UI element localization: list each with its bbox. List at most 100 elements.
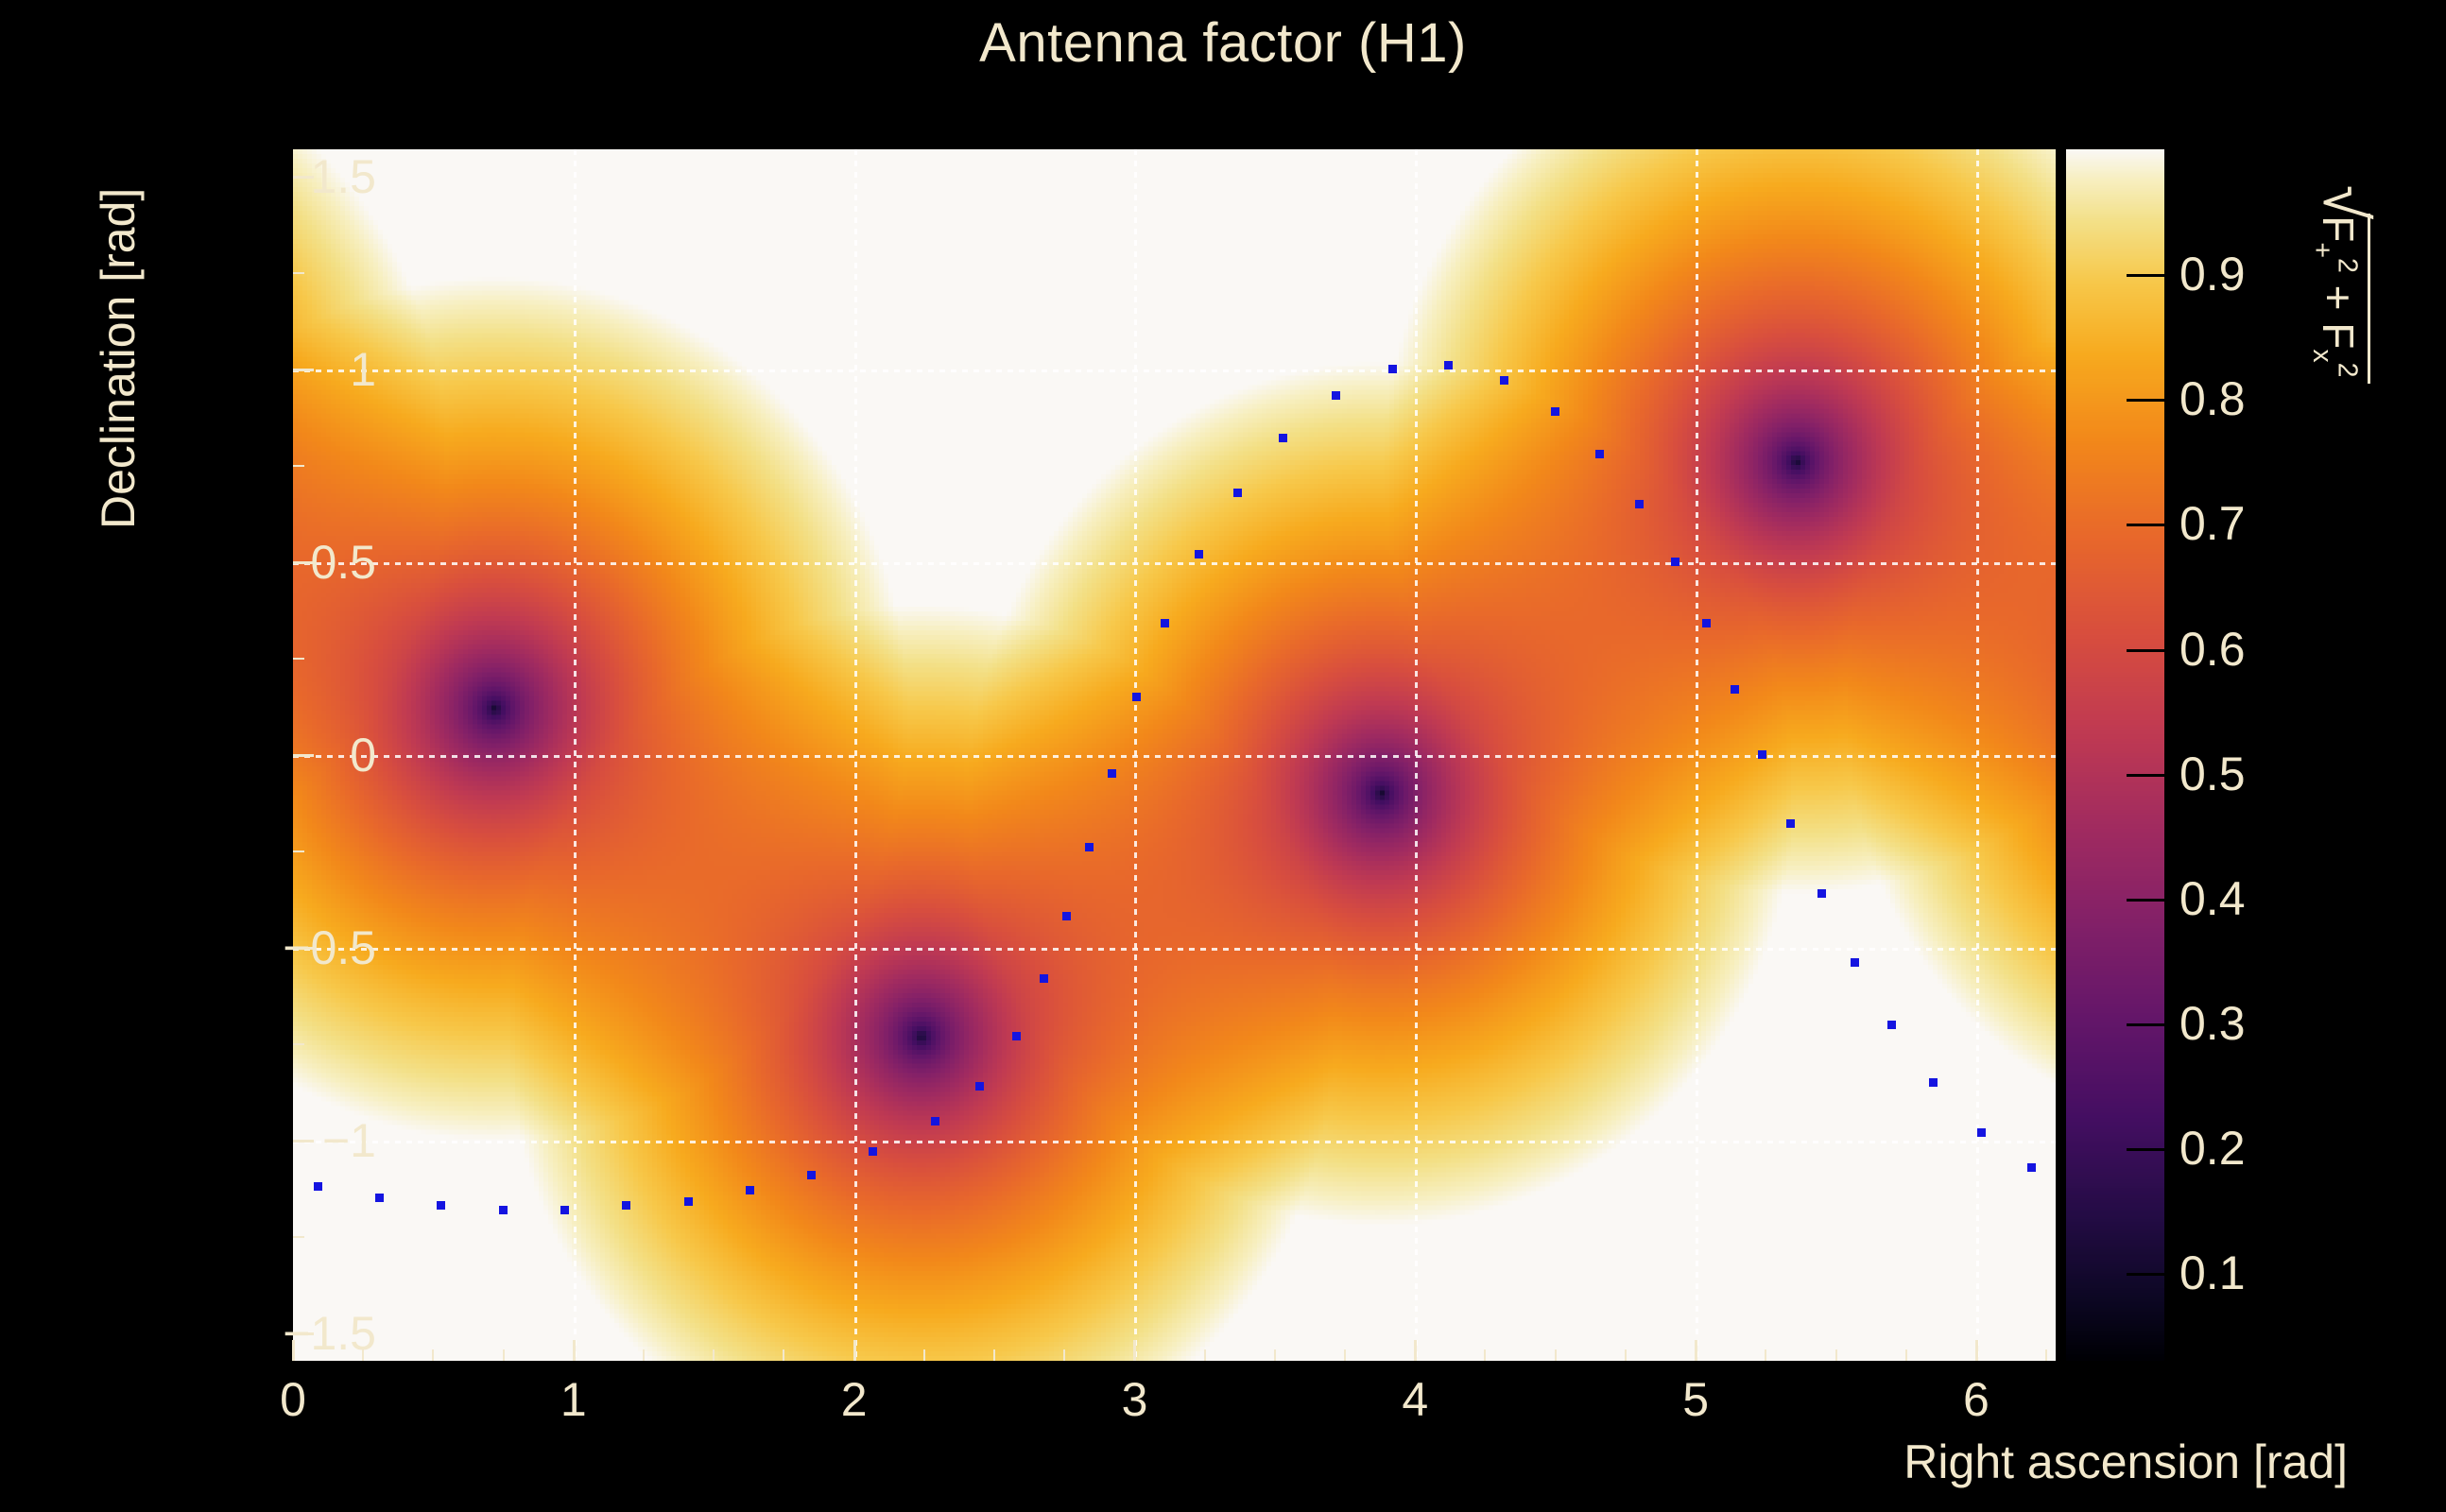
curve-point — [2027, 1162, 2037, 1172]
y-tick-label: 1.5 — [310, 149, 376, 203]
y-tick-label: −0.5 — [283, 921, 376, 975]
y-tick-minor — [293, 850, 304, 853]
y-tick-label: 0 — [350, 729, 376, 782]
curve-point — [1084, 842, 1094, 851]
curve-point — [1332, 391, 1341, 401]
x-tick-mark — [853, 1340, 856, 1361]
curve-point — [375, 1194, 384, 1203]
colorbar-tick-label: 0.7 — [2179, 497, 2246, 551]
curve-point — [975, 1081, 985, 1091]
curve-point — [807, 1170, 817, 1179]
x-tick-label: 5 — [1682, 1373, 1710, 1426]
curve-point — [1443, 360, 1453, 369]
colorbar-tick-mark — [2127, 399, 2164, 403]
page-title: Antenna factor (H1) — [979, 12, 1467, 74]
curve-point — [1730, 684, 1739, 694]
curve-point — [1595, 449, 1605, 458]
curve-point — [1634, 499, 1644, 508]
colorbar-title: √ F+2 + Fx2 — [2305, 185, 2381, 384]
x-tick-minor — [362, 1349, 365, 1361]
curve-point — [1886, 1020, 1896, 1029]
colorbar-tick-mark — [2127, 1023, 2164, 1027]
x-axis-label: Right ascension [rad] — [1903, 1435, 2348, 1488]
curve-point — [1107, 769, 1116, 779]
curve-point — [1161, 619, 1170, 628]
x-tick-mark — [572, 1340, 576, 1361]
y-tick-mark — [293, 560, 314, 564]
x-tick-minor — [1344, 1349, 1347, 1361]
colorbar-tick-label: 0.6 — [2179, 622, 2246, 676]
curve-point — [869, 1147, 878, 1157]
y-tick-minor — [293, 1236, 304, 1239]
curve-point — [1786, 819, 1796, 829]
x-tick-minor — [432, 1349, 435, 1361]
x-tick-minor — [1484, 1349, 1487, 1361]
x-tick-mark — [292, 1340, 295, 1361]
x-tick-label: 2 — [840, 1373, 868, 1426]
colorbar-tick-mark — [2127, 773, 2164, 777]
x-tick-minor — [922, 1349, 925, 1361]
x-tick-label: 1 — [560, 1373, 587, 1426]
colorbar — [2066, 149, 2164, 1361]
colorbar-tick-mark — [2127, 274, 2164, 278]
x-tick-minor — [1203, 1349, 1206, 1361]
x-tick-mark — [1414, 1340, 1418, 1361]
colorbar-tick-label: 0.4 — [2179, 871, 2246, 925]
y-tick-minor — [293, 1043, 304, 1046]
curve-point — [1929, 1077, 1938, 1087]
colorbar-tick-label: 0.2 — [2179, 1122, 2246, 1176]
curve-point — [1817, 888, 1826, 898]
curve-point — [1701, 619, 1711, 628]
x-tick-mark — [1974, 1340, 1978, 1361]
x-tick-label: 4 — [1402, 1373, 1429, 1426]
curve-point — [1758, 750, 1767, 759]
x-tick-minor — [713, 1349, 715, 1361]
x-tick-minor — [2045, 1349, 2048, 1361]
colorbar-tick-mark — [2127, 1273, 2164, 1277]
x-tick-minor — [1765, 1349, 1767, 1361]
curve-point — [1040, 973, 1049, 983]
x-tick-mark — [1133, 1340, 1137, 1361]
curve-point — [1976, 1127, 1986, 1137]
colorbar-tick-label: 0.5 — [2179, 747, 2246, 800]
y-tick-mark — [293, 368, 314, 371]
curve-point — [560, 1205, 569, 1214]
x-tick-minor — [502, 1349, 505, 1361]
x-tick-minor — [1273, 1349, 1276, 1361]
y-tick-mark — [293, 1140, 314, 1143]
curve-point — [622, 1201, 631, 1211]
x-tick-minor — [1904, 1349, 1907, 1361]
x-tick-minor — [1063, 1349, 1066, 1361]
colorbar-tick-mark — [2127, 524, 2164, 527]
x-tick-minor — [1554, 1349, 1557, 1361]
x-tick-minor — [643, 1349, 646, 1361]
y-tick-mark — [293, 947, 314, 951]
x-tick-label: 3 — [1121, 1373, 1148, 1426]
curve-point — [1500, 376, 1509, 386]
colorbar-tick-mark — [2127, 898, 2164, 902]
curve-point — [1671, 557, 1680, 566]
curve-point — [1278, 434, 1287, 443]
colorbar-tick-label: 0.9 — [2179, 248, 2246, 301]
radical-body: F+2 + Fx2 — [2305, 214, 2370, 384]
y-tick-mark — [293, 1332, 314, 1336]
colorbar-tick-label: 0.3 — [2179, 997, 2246, 1051]
curve-point — [930, 1116, 939, 1125]
curve-point — [683, 1197, 693, 1207]
curve-point — [498, 1205, 508, 1214]
y-tick-minor — [293, 464, 304, 467]
colorbar-tick-label: 0.8 — [2179, 372, 2246, 426]
curve-point — [1062, 912, 1072, 921]
colorbar-tick-mark — [2127, 648, 2164, 652]
curve-point — [1194, 549, 1203, 558]
curve-point — [1387, 364, 1397, 373]
x-tick-label: 0 — [280, 1373, 306, 1426]
x-tick-minor — [993, 1349, 996, 1361]
colorbar-tick-mark — [2127, 1148, 2164, 1152]
x-tick-minor — [1834, 1349, 1837, 1361]
y-tick-label: −1.5 — [283, 1307, 376, 1361]
y-tick-label: 1 — [350, 342, 376, 396]
y-tick-label: 0.5 — [310, 535, 376, 589]
curve-point — [1550, 406, 1559, 416]
curve-point — [1011, 1031, 1021, 1040]
